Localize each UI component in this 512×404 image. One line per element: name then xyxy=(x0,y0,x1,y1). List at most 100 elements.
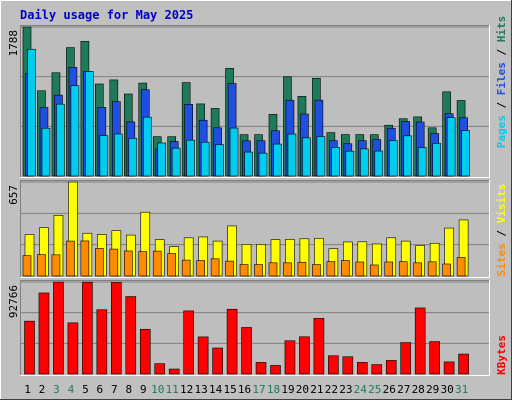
x-tick-label: 23 xyxy=(339,383,352,396)
bar-kbytes xyxy=(414,307,426,375)
bar-sites xyxy=(398,261,408,277)
x-tick-label: 12 xyxy=(180,383,193,396)
x-tick-label: 30 xyxy=(441,383,454,396)
bar-sites xyxy=(210,258,220,277)
legend-visits: Visits xyxy=(495,184,508,224)
x-tick-label: 28 xyxy=(412,383,425,396)
bar-sites xyxy=(80,240,90,277)
bar-sites xyxy=(95,248,104,277)
legend-files: Files xyxy=(495,62,508,95)
bar-sites xyxy=(123,250,133,277)
x-tick-label: 6 xyxy=(97,383,104,396)
bar-sites xyxy=(37,254,46,277)
bar-pages xyxy=(114,133,123,177)
chart-title: Daily usage for May 2025 xyxy=(20,8,193,22)
legend-separator: / xyxy=(495,95,508,115)
bar-kbytes xyxy=(443,361,455,375)
bar-pages xyxy=(244,151,253,177)
bar-kbytes xyxy=(24,320,35,375)
x-tick-label: 13 xyxy=(195,383,208,396)
bar-pages xyxy=(417,147,427,177)
bar-sites xyxy=(283,262,292,277)
y-max-label: 1788 xyxy=(7,30,20,57)
legend-kbytes: KBytes xyxy=(495,335,508,375)
bar-sites xyxy=(369,264,379,277)
bar-kbytes xyxy=(212,347,223,375)
legend-pages: Pages xyxy=(495,115,508,148)
x-tick-label: 29 xyxy=(426,383,439,396)
bar-pages xyxy=(345,150,355,177)
bar-pages xyxy=(70,85,80,177)
bar-kbytes xyxy=(183,310,194,375)
bar-kbytes xyxy=(197,336,209,375)
x-tick-label: 2 xyxy=(39,383,46,396)
x-tick-label: 19 xyxy=(281,383,294,396)
bar-kbytes xyxy=(226,308,238,375)
bar-pages xyxy=(302,137,311,177)
bar-kbytes xyxy=(371,364,383,375)
bar-sites xyxy=(239,264,249,277)
bar-kbytes xyxy=(313,318,325,375)
bar-sites xyxy=(22,255,32,277)
x-tick-label: 27 xyxy=(397,383,410,396)
x-tick-label: 11 xyxy=(166,383,179,396)
bar-kbytes xyxy=(96,309,108,375)
x-tick-label: 9 xyxy=(140,383,147,396)
bar-pages xyxy=(128,138,138,177)
bar-pages xyxy=(374,150,384,177)
bar-pages xyxy=(215,144,224,177)
x-tick-label: 17 xyxy=(252,383,265,396)
x-tick-label: 16 xyxy=(238,383,251,396)
bar-kbytes xyxy=(299,336,310,375)
bar-pages xyxy=(360,148,369,177)
bar-kbytes xyxy=(125,296,137,375)
legend-pages-files-hits: Pages / Files / Hits xyxy=(495,16,508,149)
bar-sites xyxy=(181,259,191,277)
legend-kbytes: KBytes xyxy=(495,335,508,375)
x-tick-label: 26 xyxy=(383,383,396,396)
bar-pages xyxy=(388,140,398,177)
bar-kbytes xyxy=(270,365,281,375)
bar-sites xyxy=(326,261,336,277)
bar-pages xyxy=(331,147,340,177)
x-tick-label: 14 xyxy=(209,383,223,396)
bar-sites xyxy=(355,261,365,277)
x-tick-label: 8 xyxy=(125,383,132,396)
bar-kbytes xyxy=(400,342,412,375)
x-tick-label: 25 xyxy=(368,383,381,396)
bar-pages xyxy=(403,135,413,177)
x-tick-label: 4 xyxy=(68,383,75,396)
bar-pages xyxy=(142,116,152,177)
bar-kbytes xyxy=(82,281,93,375)
bar-sites xyxy=(341,260,350,277)
bar-pages xyxy=(229,127,239,177)
bar-sites xyxy=(225,260,234,277)
bar-pages xyxy=(157,142,167,177)
bar-pages xyxy=(200,141,210,177)
bar-kbytes xyxy=(429,341,440,375)
legend-separator: / xyxy=(495,42,508,62)
bar-kbytes xyxy=(241,327,252,375)
bar-sites xyxy=(51,254,61,277)
bar-kbytes xyxy=(284,340,296,375)
bar-sites xyxy=(442,263,451,277)
x-tick-label: 22 xyxy=(325,383,338,396)
bar-kbytes xyxy=(67,322,79,375)
bar-sites xyxy=(109,248,119,277)
bar-pages xyxy=(287,133,297,177)
bar-kbytes xyxy=(357,362,368,375)
bar-kbytes xyxy=(168,368,180,375)
bar-kbytes xyxy=(458,353,469,375)
y-max-label: 92766 xyxy=(7,285,20,318)
bar-pages xyxy=(171,147,181,177)
bar-kbytes xyxy=(154,363,166,375)
x-tick-label: 20 xyxy=(296,383,309,396)
legend-sites: Sites xyxy=(495,243,508,276)
bar-sites xyxy=(254,264,263,277)
bar-kbytes xyxy=(255,362,267,375)
bar-pages xyxy=(461,130,470,177)
y-max-label: 657 xyxy=(7,185,20,205)
bar-sites xyxy=(138,251,148,277)
